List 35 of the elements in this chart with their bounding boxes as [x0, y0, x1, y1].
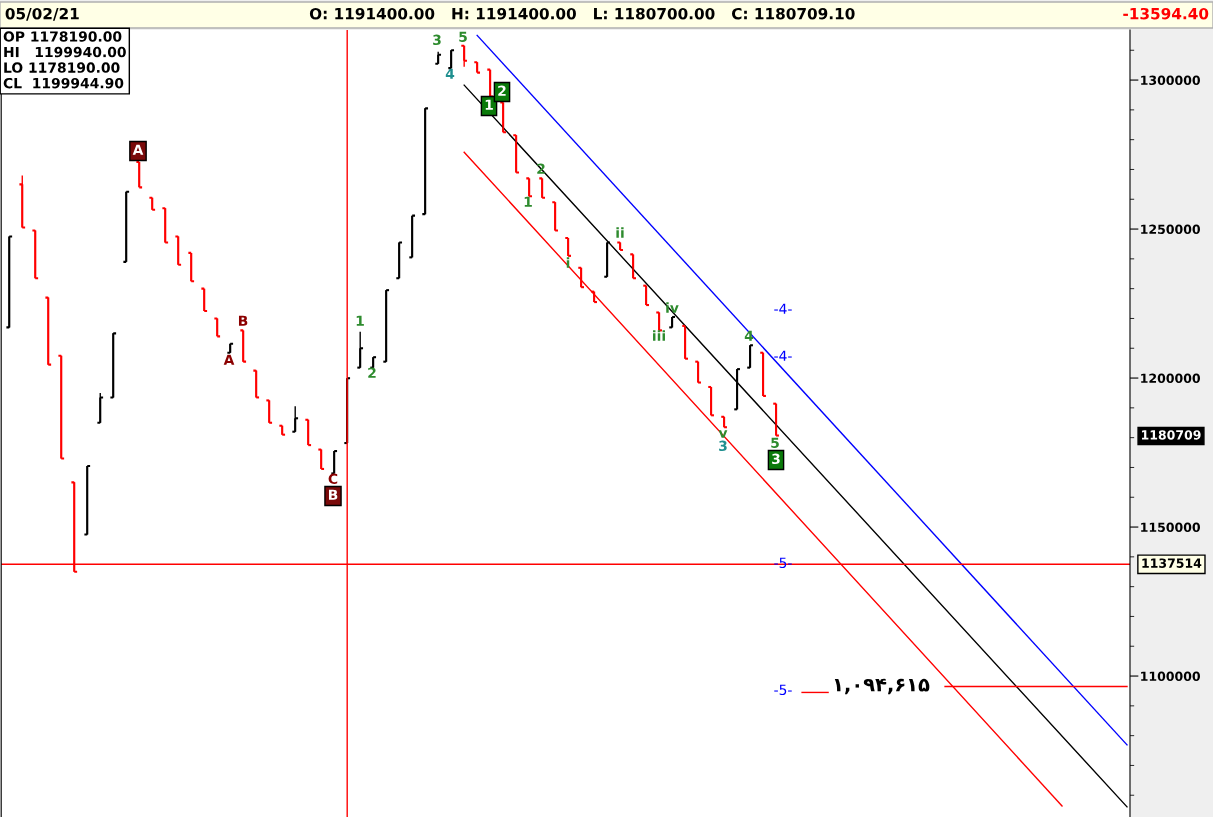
chart-subtitle: O: 1191400.00 H: 1191400.00 L: 1180700.00 C: 1180709.10 [309, 7, 855, 20]
annotation: -4- [774, 303, 792, 314]
annotation: ii [616, 227, 624, 238]
annotation: ۱,۰۹۴,۶۱۵ [834, 678, 930, 695]
annotation: 2 [498, 85, 506, 96]
annotation: B [238, 315, 248, 326]
annotation: 4 [744, 330, 754, 341]
y-tick-label: 1250000 [1141, 224, 1201, 234]
ref-line-label: 1137514 [1142, 558, 1202, 568]
annotation: 4 [445, 68, 455, 79]
y-tick-label: 1200000 [1141, 373, 1201, 383]
annotation: OP 1178190.00 HI 1199940.00 LO 1178190.00 CL 1199944.90 [3, 31, 126, 89]
annotation: 3 [433, 34, 441, 46]
annotation: iii [653, 330, 665, 341]
annotation: 5 [459, 31, 467, 43]
annotation: -5- [774, 684, 792, 696]
y-tick-label: 1150000 [1141, 522, 1201, 532]
annotation: A [223, 354, 235, 365]
annotation: 3 [772, 453, 780, 465]
text: -13594.40 [1123, 7, 1209, 20]
y-tick-label: 1300000 [1141, 75, 1201, 85]
y-tick-label: 1100000 [1141, 671, 1201, 681]
annotation: 3 [719, 440, 727, 452]
annotation: 1 [485, 99, 493, 110]
chart-title: 05/02/21 [5, 7, 79, 21]
annotation: C [328, 473, 338, 485]
annotation: 2 [368, 367, 376, 378]
annotation: A [132, 144, 144, 155]
annotation: 1 [356, 315, 364, 326]
annotation: B [328, 489, 338, 500]
annotation: 5 [771, 437, 779, 449]
annotation: 1 [524, 196, 532, 207]
annotation: -4- [774, 350, 792, 361]
annotation: i [566, 257, 570, 268]
text: 1180709 [1141, 430, 1201, 440]
